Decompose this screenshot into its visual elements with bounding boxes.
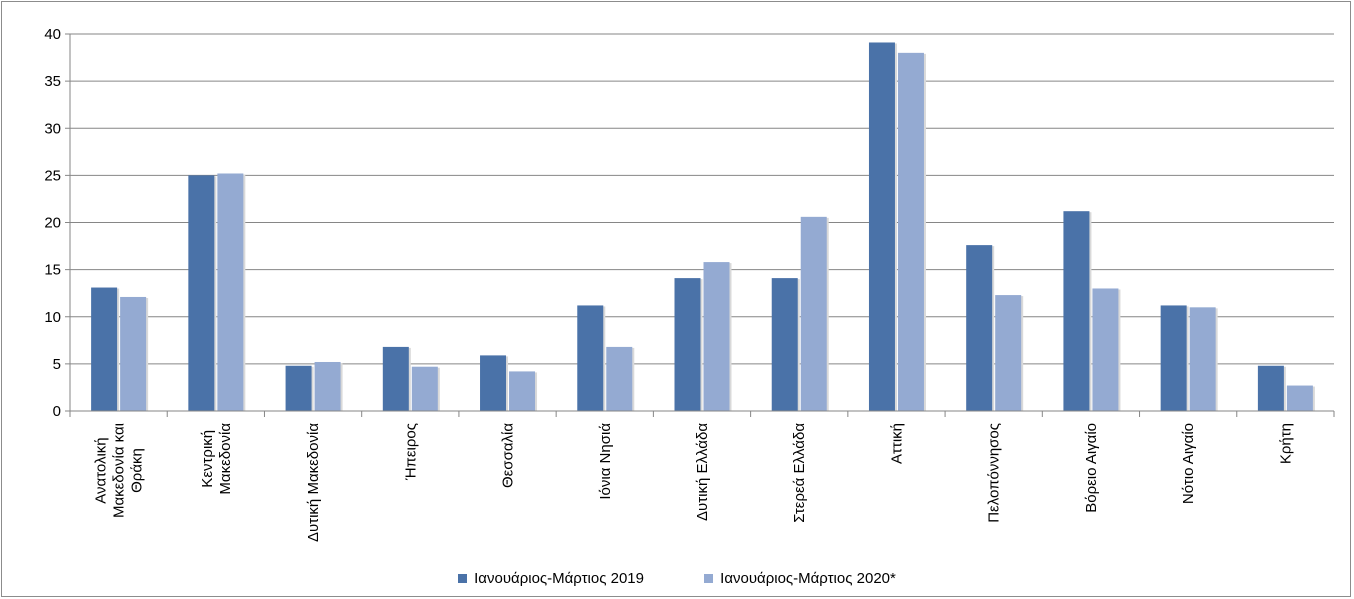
legend-item-2020: Ιανουάριος-Μάρτιος 2020* bbox=[704, 570, 896, 587]
bar-2019 bbox=[91, 287, 118, 411]
x-category-label-line: Δυτική Μακεδονία bbox=[305, 423, 322, 542]
x-category-label: Θεσσαλία bbox=[500, 423, 517, 488]
bar-2020 bbox=[897, 52, 924, 411]
y-tick-label: 25 bbox=[44, 167, 61, 184]
bar-2019 bbox=[674, 278, 701, 411]
bar-2019 bbox=[1257, 365, 1284, 411]
bar-2019 bbox=[382, 346, 409, 411]
y-tick-label: 35 bbox=[44, 73, 61, 90]
x-category-label: Δυτική Ελλάδα bbox=[694, 423, 711, 521]
bar-2019 bbox=[577, 305, 604, 411]
legend: Ιανουάριος-Μάρτιος 2019 Ιανουάριος-Μάρτι… bbox=[0, 570, 1354, 587]
x-category-label: Δυτική Μακεδονία bbox=[305, 423, 322, 542]
y-tick-label: 10 bbox=[44, 309, 61, 326]
x-category-label: Ιόνια Νησιά bbox=[597, 423, 614, 500]
legend-swatch-2019 bbox=[458, 574, 468, 583]
y-tick-label: 30 bbox=[44, 120, 61, 137]
legend-item-2019: Ιανουάριος-Μάρτιος 2019 bbox=[458, 570, 644, 587]
bar-chart: 0 5 10 15 20 25 30 35 40 Ανατολική Μακεδονία και Θρ… bbox=[44, 26, 1335, 542]
x-category-label-line: Ήπειρος bbox=[402, 423, 419, 481]
bar-2020 bbox=[1092, 288, 1119, 411]
x-category-label-line: Κρήτη bbox=[1277, 423, 1294, 464]
legend-swatch-2020 bbox=[704, 574, 714, 583]
y-tick-label: 40 bbox=[44, 26, 61, 43]
x-category-label-line: Δυτική Ελλάδα bbox=[694, 423, 711, 521]
bar-2020 bbox=[995, 295, 1022, 411]
y-tick-label: 20 bbox=[44, 215, 61, 232]
bar-2020 bbox=[314, 361, 341, 411]
bar-2019 bbox=[868, 42, 895, 412]
x-category-label-line: Θεσσαλία bbox=[500, 423, 517, 488]
bar-2019 bbox=[285, 365, 312, 411]
x-category-label-line: Μακεδονία bbox=[217, 423, 234, 495]
x-category-label: Ανατολική Μακεδονία και Θράκη bbox=[93, 423, 146, 518]
x-category-label: Στερεά Ελλάδα bbox=[791, 423, 808, 523]
x-category-label: Πελοπόννησος bbox=[986, 423, 1003, 523]
bar-2020 bbox=[120, 296, 147, 411]
bar-2020 bbox=[606, 346, 633, 411]
bar-2020 bbox=[217, 173, 244, 411]
x-category-label-line: Μακεδονία και bbox=[111, 423, 128, 518]
x-category-label-line: Ιόνια Νησιά bbox=[597, 423, 614, 500]
x-category-label: Κεντρική Μακεδονία bbox=[199, 423, 234, 495]
bar-2020 bbox=[411, 366, 438, 411]
y-tick-label: 5 bbox=[53, 356, 61, 373]
x-category-label-line: Νότιο Αιγαίο bbox=[1180, 423, 1197, 504]
bar-2020 bbox=[1286, 385, 1313, 411]
bar-2019 bbox=[188, 175, 215, 411]
bar-2019 bbox=[480, 355, 507, 411]
x-category-label: Αττική bbox=[888, 423, 905, 464]
x-category-label-line: Πελοπόννησος bbox=[986, 423, 1003, 523]
x-category-label: Βόρειο Αιγαίο bbox=[1083, 423, 1100, 513]
bar-2020 bbox=[800, 216, 827, 411]
y-tick-label: 15 bbox=[44, 262, 61, 279]
x-category-label-line: Αττική bbox=[888, 423, 905, 464]
bar-2020 bbox=[703, 262, 730, 411]
x-category-label-line: Ανατολική bbox=[93, 437, 110, 503]
x-category-label-line: Θράκη bbox=[129, 448, 146, 493]
y-tick-label: 0 bbox=[53, 403, 61, 420]
x-category-label-line: Βόρειο Αιγαίο bbox=[1083, 423, 1100, 513]
x-category-label-line: Στερεά Ελλάδα bbox=[791, 423, 808, 523]
bar-2019 bbox=[1063, 211, 1090, 411]
legend-label-2020: Ιανουάριος-Μάρτιος 2020* bbox=[720, 570, 896, 587]
bar-2019 bbox=[771, 278, 798, 411]
x-category-label: Νότιο Αιγαίο bbox=[1180, 423, 1197, 504]
bar-2020 bbox=[509, 371, 536, 411]
bar-2020 bbox=[1189, 307, 1216, 411]
x-category-label: Ήπειρος bbox=[402, 423, 419, 481]
legend-label-2019: Ιανουάριος-Μάρτιος 2019 bbox=[474, 570, 644, 587]
bar-2019 bbox=[1160, 305, 1187, 411]
x-category-label: Κρήτη bbox=[1277, 423, 1294, 464]
x-category-label-line: Κεντρική bbox=[199, 430, 216, 488]
bar-2019 bbox=[966, 245, 993, 411]
